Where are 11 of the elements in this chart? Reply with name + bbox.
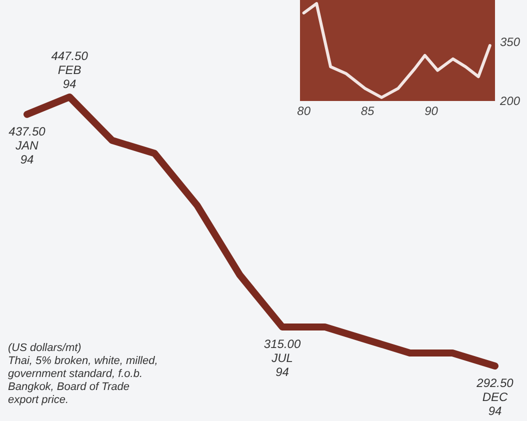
data-label: 447.50 FEB 94 (51, 49, 88, 91)
data-label: 292.50 DEC 94 (476, 376, 514, 418)
y-tick-label: 350 (500, 35, 520, 50)
data-label: 437.50 JAN 94 (8, 124, 46, 166)
line-series (302, 2, 492, 99)
x-tick-label: 85 (360, 104, 375, 118)
x-tick-label: 90 (424, 104, 438, 118)
annotation: (US dollars/mt) Thai, 5% broken, white, milled, government standard, f.o.b. Bangkok, Board of Trade export price. (8, 342, 158, 406)
x-tick-label: 80 (297, 104, 311, 118)
y-tick-label: 200 (499, 94, 520, 108)
data-label: 315.00 JUL 94 (264, 336, 301, 379)
